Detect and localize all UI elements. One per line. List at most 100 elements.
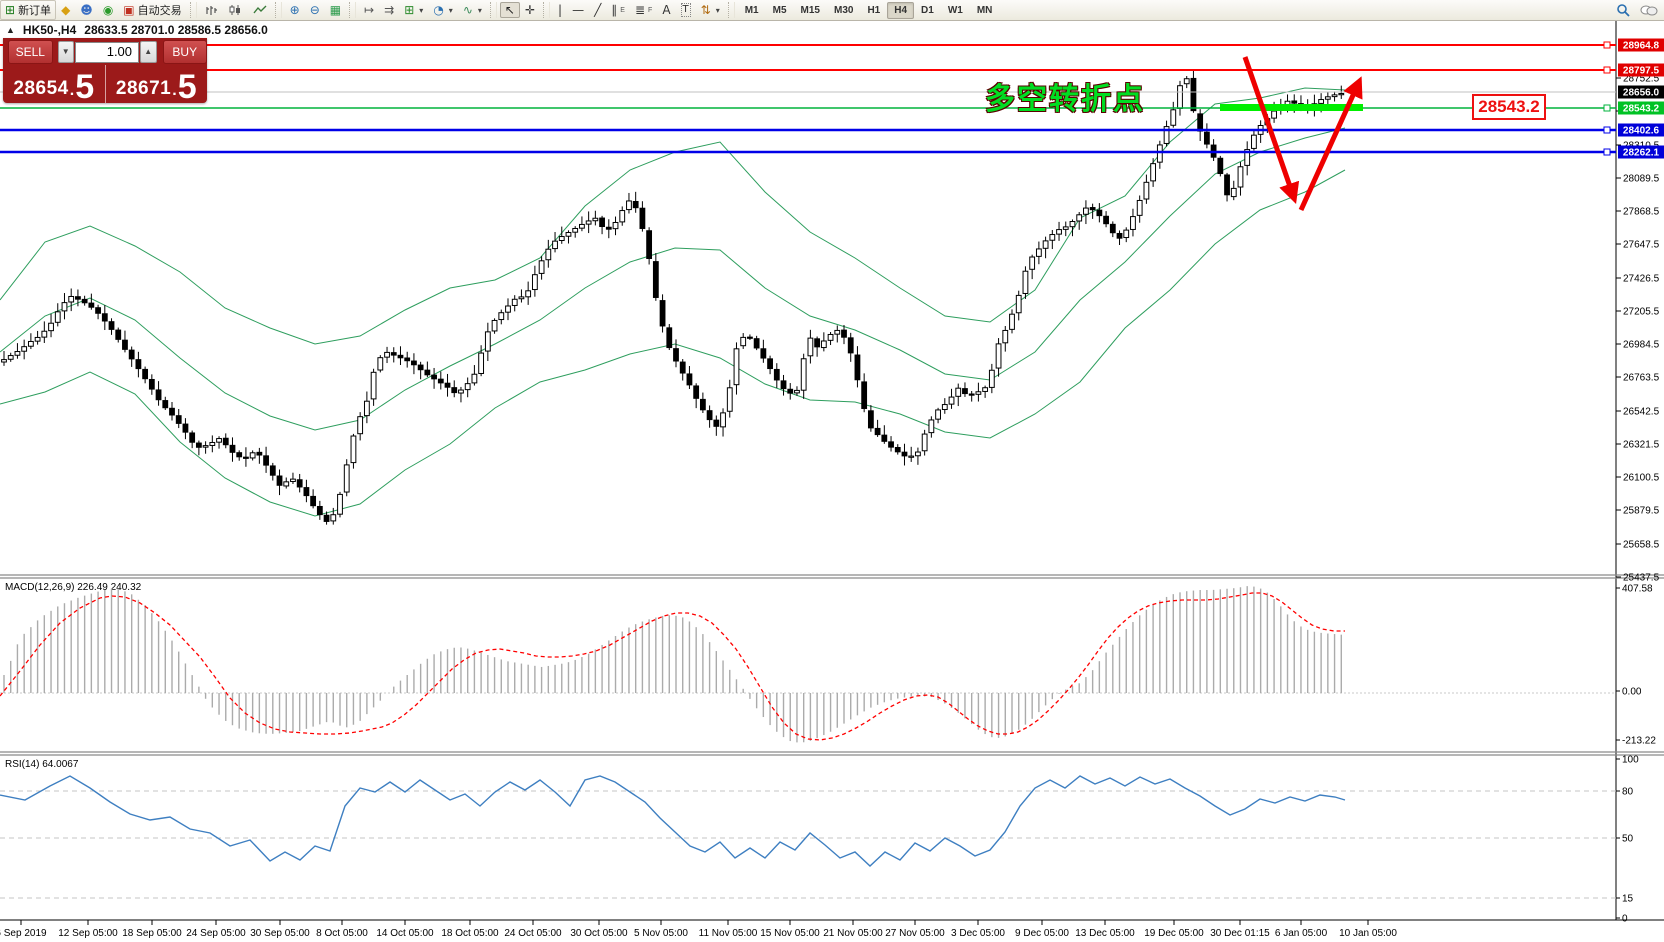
new-order-button[interactable]: ⊞ 新订单 [0, 0, 57, 20]
autotrading-label: 自动交易 [137, 5, 182, 17]
crosshair-tool-button[interactable]: ✛ [520, 2, 540, 18]
channel-tool[interactable]: ∥ E [606, 2, 630, 18]
svg-text:27868.5: 27868.5 [1623, 207, 1660, 218]
vertical-line-tool[interactable]: | [553, 2, 567, 18]
svg-text:50: 50 [1622, 834, 1634, 845]
svg-text:28964.8: 28964.8 [1623, 41, 1660, 52]
svg-text:30 Sep 05:00: 30 Sep 05:00 [250, 928, 310, 939]
svg-text:28656.0: 28656.0 [1623, 88, 1660, 99]
text-label-icon: T [680, 3, 691, 17]
tile-windows-button[interactable]: ▦ [325, 2, 346, 18]
svg-text:28797.5: 28797.5 [1623, 66, 1660, 77]
svg-text:21 Nov 05:00: 21 Nov 05:00 [823, 928, 883, 939]
toolbar-separator [727, 2, 735, 18]
svg-text:8 Oct 05:00: 8 Oct 05:00 [316, 928, 368, 939]
svg-text:26763.5: 26763.5 [1623, 373, 1660, 384]
crosshair-icon: ✛ [524, 3, 536, 17]
timeframe-W1[interactable]: W1 [947, 4, 963, 16]
arrows-icon: ⇅ [700, 3, 711, 17]
dropdown-caret: ▾ [448, 5, 453, 15]
dropdown-caret: ▾ [419, 5, 424, 15]
indicators-button[interactable]: ∿ ▾ [458, 2, 487, 18]
svg-text:25879.5: 25879.5 [1623, 506, 1660, 517]
svg-text:26984.5: 26984.5 [1623, 340, 1660, 351]
svg-text:15: 15 [1622, 894, 1634, 905]
fib-sub: F [648, 6, 653, 14]
zoom-out-icon: ⊖ [309, 3, 320, 17]
timeframe-H4[interactable]: H4 [887, 1, 915, 19]
arrows-tool[interactable]: ⇅ ▾ [696, 2, 725, 18]
timeframe-M30[interactable]: M30 [833, 4, 854, 16]
auto-scroll-button[interactable]: ⇉ [379, 2, 399, 18]
collapse-panel-arrow[interactable]: ▲ [6, 25, 15, 35]
chart-quote-title: ▲ HK50-,H4 28633.5 28701.0 28586.5 28656… [6, 23, 268, 37]
svg-text:0.00: 0.00 [1622, 687, 1642, 698]
new-order-icon: ⊞ [5, 3, 16, 17]
svg-text:0: 0 [1622, 914, 1628, 925]
bar-chart-button[interactable] [200, 2, 224, 18]
svg-text:6 Jan 05:00: 6 Jan 05:00 [1275, 928, 1328, 939]
buy-price-pips: 5 [177, 68, 197, 106]
volume-increase-button[interactable]: ▲ [140, 41, 157, 63]
cursor-tool-button[interactable]: ↖ [499, 2, 520, 18]
volume-input[interactable]: 1.00 [74, 41, 140, 63]
line-chart-button[interactable] [248, 2, 272, 18]
sell-price[interactable]: 28654 . 5 [3, 65, 106, 104]
text-tool[interactable]: A [657, 2, 675, 18]
trendline-icon: ╱ [594, 3, 602, 17]
periods-button[interactable]: ◔ ▾ [428, 2, 458, 18]
svg-text:30 Oct 05:00: 30 Oct 05:00 [570, 928, 628, 939]
buy-price[interactable]: 28671 . 5 [106, 65, 208, 106]
chart-shift-button[interactable]: ↦ [359, 2, 379, 18]
price-flag-28543[interactable]: 28543.2 [1472, 94, 1546, 120]
zoom-out-button[interactable]: ⊖ [305, 2, 325, 18]
svg-text:26321.5: 26321.5 [1623, 440, 1660, 451]
signals-icon: ◉ [102, 3, 114, 17]
clock-icon: ◔ [433, 3, 444, 17]
timeframe-MN[interactable]: MN [976, 4, 993, 16]
fibonacci-tool[interactable]: ≣ F [630, 2, 657, 18]
cursor-icon: ↖ [504, 3, 515, 17]
svg-text:12 Sep 05:00: 12 Sep 05:00 [58, 928, 118, 939]
turning-point-annotation[interactable]: 多空转折点 [985, 83, 1145, 116]
trendline-tool[interactable]: ╱ [589, 2, 606, 18]
buy-button[interactable]: BUY [162, 40, 207, 64]
timeframe-M1[interactable]: M1 [744, 4, 759, 16]
svg-text:80: 80 [1622, 787, 1634, 798]
svg-text:13 Dec 05:00: 13 Dec 05:00 [1075, 928, 1135, 939]
vertical-line-icon: | [558, 3, 563, 17]
svg-text:RSI(14) 64.0067: RSI(14) 64.0067 [5, 759, 79, 770]
history-center-button[interactable]: ◆ [56, 2, 75, 18]
svg-text:14 Oct 05:00: 14 Oct 05:00 [376, 928, 434, 939]
candlestick-chart-button[interactable] [224, 2, 248, 18]
horizontal-line-tool[interactable]: — [567, 2, 589, 18]
channel-icon: ∥ [611, 3, 618, 17]
svg-text:28089.5: 28089.5 [1623, 174, 1660, 185]
signals-button[interactable]: ◉ [98, 2, 118, 18]
new-chart-button[interactable]: ⊞ ▾ [399, 2, 428, 18]
new-chart-icon: ⊞ [404, 3, 415, 17]
autotrading-button[interactable]: ▣ 自动交易 [118, 0, 186, 20]
svg-text:3 Dec 05:00: 3 Dec 05:00 [951, 928, 1005, 939]
symbol-timeframe: HK50-,H4 [22, 23, 77, 37]
timeframe-D1[interactable]: D1 [921, 4, 934, 16]
dropdown-caret: ▾ [715, 5, 720, 15]
zoom-in-button[interactable]: ⊕ [285, 2, 305, 18]
svg-text:6 Sep 2019: 6 Sep 2019 [0, 928, 47, 939]
sell-button[interactable]: SELL [8, 40, 53, 64]
svg-text:30 Dec 01:15: 30 Dec 01:15 [1210, 928, 1270, 939]
chat-icon[interactable] [1640, 4, 1658, 17]
search-icon[interactable] [1616, 3, 1630, 17]
profile-button[interactable]: ☻ [75, 2, 98, 18]
ohlc-values: 28633.5 28701.0 28586.5 28656.0 [84, 23, 268, 37]
svg-text:27647.5: 27647.5 [1623, 240, 1660, 251]
volume-decrease-button[interactable]: ▼ [57, 41, 74, 63]
timeframe-H1[interactable]: H1 [867, 4, 881, 16]
timeframe-M15[interactable]: M15 [800, 4, 820, 16]
horizontal-line-icon: — [572, 3, 585, 17]
tile-windows-icon: ▦ [329, 3, 342, 17]
text-label-tool[interactable]: T [676, 1, 696, 19]
svg-text:26542.5: 26542.5 [1623, 407, 1660, 418]
timeframe-M5[interactable]: M5 [772, 4, 787, 16]
